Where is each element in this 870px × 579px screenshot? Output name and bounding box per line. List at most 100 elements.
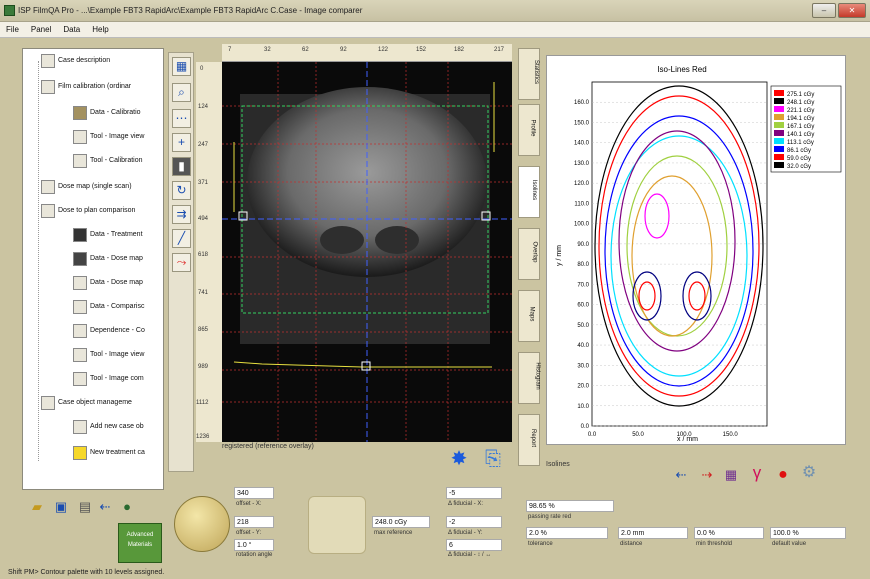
tree-item[interactable]: Dependence - Co xyxy=(73,323,145,339)
threshold-label: min threshold xyxy=(696,541,733,547)
fiducial-t-field[interactable]: 6 xyxy=(446,539,502,551)
tree-item[interactable]: Dose to plan comparison xyxy=(41,203,135,219)
default-value-field[interactable]: 100.0 % xyxy=(770,527,846,539)
distance-field[interactable]: 2.0 mm xyxy=(618,527,688,539)
tree-item[interactable]: Add new case ob xyxy=(73,419,144,435)
menu-help[interactable]: Help xyxy=(92,25,109,34)
legend-swatch xyxy=(774,90,784,96)
rotation-label: rotation angle xyxy=(236,552,273,558)
tree-item[interactable]: Case description xyxy=(41,53,110,69)
y-tick-label: 120.0 xyxy=(574,181,590,187)
zoom-icon[interactable]: ⌕ xyxy=(172,83,191,102)
gear-icon[interactable]: ⚙ xyxy=(801,464,817,481)
tool-icon xyxy=(73,372,87,386)
palette-grid-icon[interactable]: ▦ xyxy=(724,467,738,482)
max-reference-field[interactable]: 248.0 cGy xyxy=(372,516,430,528)
legend-label: 113.1 cGy xyxy=(787,140,814,146)
threshold-field[interactable]: 0.0 % xyxy=(694,527,764,539)
curve-icon[interactable]: ╱ xyxy=(172,229,191,248)
rotation-knob[interactable] xyxy=(174,496,230,552)
tab-label: Statistics xyxy=(533,59,540,85)
tab-report[interactable]: Report xyxy=(518,414,540,466)
film-image-view[interactable] xyxy=(222,62,512,442)
legend-label: 140.1 cGy xyxy=(787,132,814,138)
legend-swatch xyxy=(774,98,784,104)
case-tree[interactable]: Case description Film calibration (ordin… xyxy=(22,48,164,490)
tree-item[interactable]: Tool - Calibration xyxy=(73,153,143,169)
tab-isolines[interactable]: Isolines xyxy=(518,166,540,218)
tree-item[interactable]: Tool - Image com xyxy=(73,371,144,387)
tree-item[interactable]: Data - Comparisc xyxy=(73,299,144,315)
ruler-label: 371 xyxy=(198,180,209,186)
ruler-left: 0 124 247 371 494 618 741 865 989 1112 1… xyxy=(196,62,222,442)
tab-profile[interactable]: Profile xyxy=(518,104,540,156)
ruler-label: 217 xyxy=(494,47,505,53)
tree-item[interactable]: Data - Calibratio xyxy=(73,105,141,121)
isolines xyxy=(594,85,764,407)
isolines-label: Isolines xyxy=(546,461,570,468)
arrow-left-icon[interactable]: ⇠ xyxy=(675,467,687,482)
ruler-label: 122 xyxy=(378,47,389,53)
ruler-label: 494 xyxy=(198,216,209,222)
grid-icon[interactable]: ⋯ xyxy=(172,109,191,128)
tab-overlap[interactable]: Overlap xyxy=(518,228,540,280)
gamma-icon[interactable]: γ xyxy=(752,463,762,482)
arrows-icon[interactable]: ⇉ xyxy=(172,205,191,224)
fiducial-x-field[interactable]: -5 xyxy=(446,487,502,499)
check-icon xyxy=(41,180,55,194)
tree-item[interactable]: Dose map (single scan) xyxy=(41,179,132,195)
menu-data[interactable]: Data xyxy=(63,25,81,34)
tab-statistics[interactable]: Statistics xyxy=(518,48,540,100)
rotate-icon[interactable]: ↻ xyxy=(172,181,191,200)
save-icon[interactable]: ▣ xyxy=(54,499,68,514)
isoline-248 xyxy=(632,271,662,321)
select-tool-icon[interactable]: ▦ xyxy=(172,57,191,76)
tab-maps[interactable]: Maps xyxy=(518,290,540,342)
ruler-label: 1236 xyxy=(196,434,210,440)
minimize-button[interactable]: – xyxy=(812,3,836,18)
report-icon[interactable]: ▤ xyxy=(78,499,92,514)
y-tick-label: 70.0 xyxy=(577,282,589,288)
menu-bar: File Panel Data Help xyxy=(0,22,870,38)
image-icon xyxy=(73,228,87,242)
y-tick-label: 20.0 xyxy=(577,384,589,390)
document-icon xyxy=(73,420,87,434)
menu-panel[interactable]: Panel xyxy=(30,25,52,34)
settings-gear-icon[interactable]: ✸ xyxy=(450,448,468,470)
tree-item[interactable]: Data - Dose map xyxy=(73,251,143,267)
record-icon[interactable]: ● xyxy=(778,466,788,483)
open-folder-icon[interactable]: ▰ xyxy=(32,499,42,514)
y-tick-label: 60.0 xyxy=(577,303,589,309)
app-icon xyxy=(4,5,15,16)
direction-pad[interactable] xyxy=(308,496,366,554)
isoline-194 xyxy=(631,175,713,337)
refresh-document-icon[interactable]: ⎘ xyxy=(485,448,501,470)
offset-x-field[interactable]: 340 xyxy=(234,487,274,499)
tree-item[interactable]: Data - Treatment xyxy=(73,227,143,243)
tree-item[interactable]: Tool - Image view xyxy=(73,129,144,145)
back-arrow-icon[interactable]: ⇠ xyxy=(99,499,111,514)
y-tick-label: 80.0 xyxy=(577,262,589,268)
arrow-right-icon[interactable]: ⇢ xyxy=(701,467,713,482)
close-button[interactable]: ✕ xyxy=(838,3,866,18)
tree-item[interactable]: Tool - Image view xyxy=(73,347,144,363)
profile-icon[interactable]: ⤳ xyxy=(172,253,191,272)
tab-histogram[interactable]: Histogram xyxy=(518,352,541,404)
offset-y-field[interactable]: 218 xyxy=(234,516,274,528)
check-icon xyxy=(73,324,87,338)
ruler-label: 1112 xyxy=(196,400,209,406)
tree-item[interactable]: Film calibration (ordinar xyxy=(41,79,131,95)
plot-area xyxy=(591,81,768,427)
tab-label: Overlap xyxy=(531,241,538,263)
film-tool-icon[interactable]: ▮ xyxy=(172,157,191,176)
rotation-field[interactable]: 1.0 ° xyxy=(234,539,274,551)
help-icon[interactable]: ● xyxy=(123,499,131,514)
tolerance-field[interactable]: 2.0 % xyxy=(526,527,608,539)
fiducial-y-field[interactable]: -2 xyxy=(446,516,502,528)
crosshair-icon[interactable]: + xyxy=(172,133,191,152)
x-tick-label: 50.0 xyxy=(632,432,644,438)
tree-item[interactable]: Case object manageme xyxy=(41,395,132,411)
tree-item[interactable]: Data - Dose map xyxy=(73,275,143,291)
menu-file[interactable]: File xyxy=(6,25,19,34)
tree-item[interactable]: New treatment ca xyxy=(73,445,145,461)
